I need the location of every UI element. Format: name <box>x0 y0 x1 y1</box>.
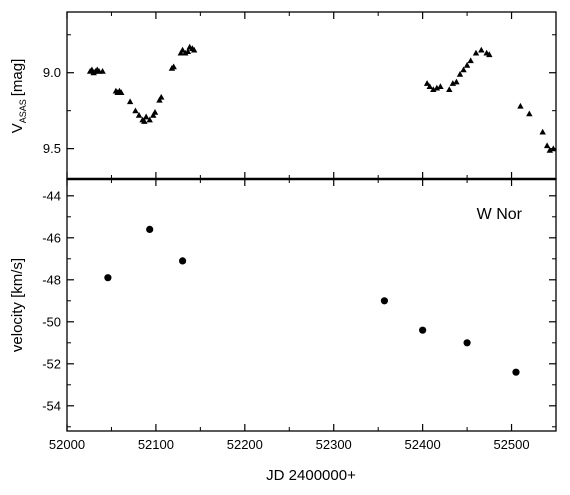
photometry-point <box>430 86 437 92</box>
top-y-axis-title: VASAS [mag] <box>9 59 28 134</box>
photometry-point <box>437 83 444 89</box>
top-y-axis-title-subscript: ASAS <box>18 99 28 123</box>
photometry-point <box>453 78 460 85</box>
x-axis-title: JD 2400000+ <box>266 467 356 484</box>
photometry-point <box>456 71 464 77</box>
top-panel-points <box>86 43 557 153</box>
x-tick-label: 52000 <box>49 437 85 452</box>
photometry-point <box>158 93 165 100</box>
photometry-point <box>177 49 185 56</box>
bottom-panel-ticks: -44 -46 -48 -50 -52 -54 52000 52100 52200 52300 52… <box>42 179 556 452</box>
photometry-point <box>151 109 159 115</box>
velocity-point <box>178 257 187 265</box>
photometry-point <box>426 83 433 89</box>
top-y-tick-label: 9.0 <box>43 65 61 80</box>
photometry-point <box>433 84 441 91</box>
photometry-point <box>135 112 143 118</box>
photometry-point <box>467 57 474 64</box>
velocity-point <box>463 339 471 347</box>
photometry-point <box>141 118 148 124</box>
photometry-point <box>478 46 485 53</box>
photometry-point <box>543 142 551 149</box>
star-name-annotation: W Nor <box>477 206 523 223</box>
x-tick-label: 52200 <box>227 437 263 452</box>
bottom-y-axis-title: velocity [km/s] <box>9 258 26 352</box>
top-y-tick-label: 9.5 <box>43 141 61 156</box>
photometry-point <box>486 51 493 58</box>
velocity-point <box>419 326 427 334</box>
photometry-point <box>182 49 189 56</box>
top-panel-ticks: 9.0 9.5 <box>43 12 556 179</box>
x-tick-label: 52500 <box>493 437 529 452</box>
x-tick-label: 52400 <box>405 437 441 452</box>
velocity-point <box>104 274 112 282</box>
top-panel-frame <box>66 11 557 180</box>
photometry-point <box>126 98 134 105</box>
photometry-point <box>423 80 431 86</box>
photometry-point <box>190 46 198 53</box>
photometry-point <box>99 68 106 74</box>
x-tick-label: 52100 <box>138 437 174 452</box>
photometry-point <box>472 49 480 56</box>
photometry-point <box>184 48 192 55</box>
velocity-point <box>512 368 520 376</box>
photometry-point <box>446 86 453 92</box>
photometry-point <box>463 61 471 68</box>
bottom-y-tick-label: -50 <box>42 314 61 329</box>
bottom-y-tick-label: -52 <box>42 356 61 371</box>
photometry-point <box>142 113 150 120</box>
bottom-panel-points <box>104 225 520 376</box>
photometry-point <box>132 107 139 114</box>
top-y-axis-title-unit: [mag] <box>9 59 26 97</box>
photometry-point <box>449 80 457 86</box>
bottom-y-tick-label: -44 <box>42 188 61 203</box>
top-y-axis-title-main: V <box>9 123 26 133</box>
velocity-point <box>380 297 389 305</box>
velocity-point <box>146 225 154 233</box>
bottom-y-tick-label: -46 <box>42 230 61 245</box>
bottom-y-tick-label: -48 <box>42 272 61 287</box>
photometry-point <box>550 145 557 152</box>
photometry-point <box>517 102 524 109</box>
photometry-point <box>118 89 125 96</box>
photometry-point <box>156 96 163 103</box>
photometry-point <box>546 146 553 153</box>
photometry-point <box>460 66 467 73</box>
bottom-y-tick-label: -54 <box>42 398 61 413</box>
photometry-point <box>539 128 546 135</box>
photometry-point <box>170 63 177 70</box>
x-tick-label: 52300 <box>316 437 352 452</box>
photometry-point <box>526 110 533 117</box>
photometry-point <box>146 116 153 123</box>
photometry-point <box>150 112 157 118</box>
photometry-point <box>179 46 186 53</box>
